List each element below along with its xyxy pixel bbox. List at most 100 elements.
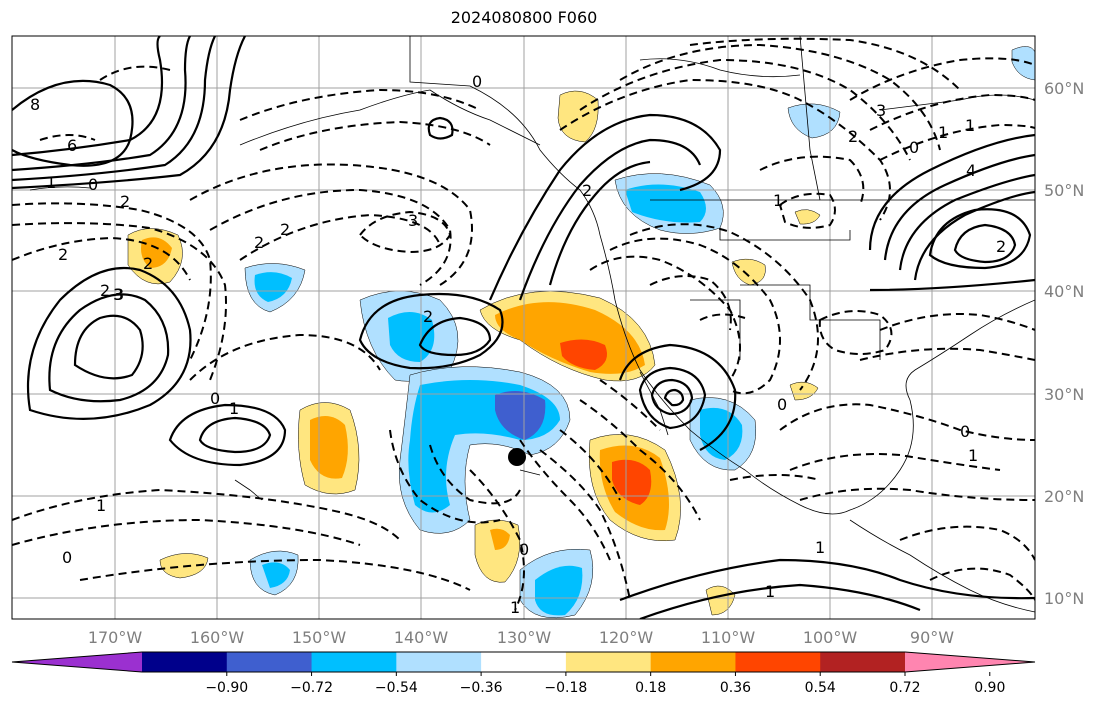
contour-label: 1 xyxy=(773,191,783,210)
contour-label: 2 xyxy=(100,281,110,300)
contour-label: 2 xyxy=(582,181,592,200)
contour-label: 1 xyxy=(229,399,239,418)
colorbar: −0.90 −0.72 −0.54 −0.36 −0.18 0.18 0.36 0.54 0.7… xyxy=(11,651,1036,696)
lon-label: 150°W xyxy=(292,628,347,647)
contour-label: 0 xyxy=(472,72,482,91)
contour-label: 0 xyxy=(909,138,919,157)
shade-region xyxy=(495,302,645,374)
contour-label: 0 xyxy=(88,175,98,194)
colorbar-segment xyxy=(650,652,736,672)
lat-label: 30°N xyxy=(1044,385,1084,404)
colorbar-tick-label: 0.90 xyxy=(974,680,1005,696)
contour-label: 2 xyxy=(848,127,858,146)
contour-label: 0 xyxy=(960,422,970,441)
latitude-labels: 60°N 50°N 40°N 30°N 20°N 10°N xyxy=(1044,79,1084,608)
contour-label: 1 xyxy=(965,116,975,135)
shade-region xyxy=(612,459,652,505)
colorbar-segment xyxy=(226,652,313,672)
colorbar-tick-label: −0.36 xyxy=(460,680,503,696)
contour-label: 3 xyxy=(113,285,123,304)
contour-label: 0 xyxy=(62,548,72,567)
colorbar-extend-high xyxy=(905,652,1035,672)
contour-label: 2 xyxy=(254,233,264,252)
contour-label: 8 xyxy=(30,95,40,114)
shade-region xyxy=(495,391,546,440)
shade-region xyxy=(787,103,841,139)
colorbar-segment xyxy=(142,652,228,672)
contour-label: 2 xyxy=(280,220,290,239)
gridlines xyxy=(12,36,1035,619)
dashed-contours xyxy=(12,37,1035,611)
coastlines xyxy=(29,36,1035,613)
center-dot-marker xyxy=(508,448,526,466)
colorbar-segment xyxy=(565,652,652,672)
lon-label: 160°W xyxy=(190,628,245,647)
colorbar-segment xyxy=(311,652,397,672)
lon-label: 110°W xyxy=(701,628,756,647)
contour-label: 1 xyxy=(46,173,56,192)
contour-label: 6 xyxy=(67,136,77,155)
shade-region xyxy=(141,237,172,268)
shade-region xyxy=(560,339,608,370)
colorbar-tick-label: −0.54 xyxy=(375,680,418,696)
shade-region xyxy=(262,562,290,588)
lon-label: 120°W xyxy=(599,628,654,647)
contour-label: 2 xyxy=(58,245,68,264)
lat-label: 40°N xyxy=(1044,282,1084,301)
shade-region xyxy=(490,528,510,550)
contour-label: 2 xyxy=(143,254,153,273)
lon-label: 170°W xyxy=(88,628,143,647)
contour-label: 0 xyxy=(519,540,529,559)
shade-region xyxy=(794,209,821,225)
lon-label: 140°W xyxy=(394,628,449,647)
colorbar-tick-label: 0.18 xyxy=(635,680,666,696)
colorbar-extend-low xyxy=(12,652,142,672)
contour-label: 2 xyxy=(996,237,1006,256)
colorbar-segment xyxy=(820,652,906,672)
lat-label: 60°N xyxy=(1044,79,1084,98)
contour-label: 0 xyxy=(777,395,787,414)
colorbar-segment xyxy=(735,652,821,672)
contour-label: 1 xyxy=(815,538,825,557)
shade-region xyxy=(1011,46,1035,81)
contour-label: 3 xyxy=(876,101,886,120)
lon-label: 100°W xyxy=(803,628,858,647)
colorbar-tick-label: −0.72 xyxy=(290,680,333,696)
contour-label: 1 xyxy=(96,496,106,515)
colorbar-segment xyxy=(481,652,567,672)
colorbar-tick-label: 0.54 xyxy=(805,680,836,696)
lat-label: 50°N xyxy=(1044,181,1084,200)
map-title: 2024080800 F060 xyxy=(450,8,598,27)
contour-label: 3 xyxy=(114,285,124,304)
contour-label: 1 xyxy=(968,446,978,465)
shade-region xyxy=(535,565,583,616)
shade-region xyxy=(557,90,599,143)
contour-label: 2 xyxy=(423,307,433,326)
colorbar-tick-label: 0.36 xyxy=(720,680,751,696)
shade-region xyxy=(254,272,292,302)
colorbar-tick-label: 0.72 xyxy=(889,680,920,696)
shaded-anomalies xyxy=(127,46,1035,619)
contour-label: 2 xyxy=(120,192,130,211)
shade-region xyxy=(789,381,819,401)
colorbar-segment xyxy=(396,652,482,672)
contour-label: 1 xyxy=(510,598,520,617)
solid-contours xyxy=(12,36,1035,619)
contour-label: 1 xyxy=(765,582,775,601)
colorbar-outline xyxy=(11,651,1036,673)
shade-region xyxy=(625,184,706,223)
colorbar-tick-label: −0.90 xyxy=(205,680,248,696)
shade-region xyxy=(310,416,348,479)
contour-labels: 8 6 1 2 3 2 0 1 2 1 4 2 3 0 2 2 2 3 2 0 … xyxy=(30,72,1006,617)
colorbar-tick-label: −0.18 xyxy=(544,680,587,696)
plot-frame xyxy=(11,35,1036,620)
lon-label: 90°W xyxy=(910,628,954,647)
lat-label: 20°N xyxy=(1044,487,1084,506)
contour-label: 0 xyxy=(210,389,220,408)
lon-label: 130°W xyxy=(497,628,552,647)
contour-label: 1 xyxy=(938,123,948,142)
contour-label: 4 xyxy=(966,161,976,180)
longitude-labels: 170°W 160°W 150°W 140°W 130°W 120°W 110°… xyxy=(88,628,954,647)
lat-label: 10°N xyxy=(1044,589,1084,608)
